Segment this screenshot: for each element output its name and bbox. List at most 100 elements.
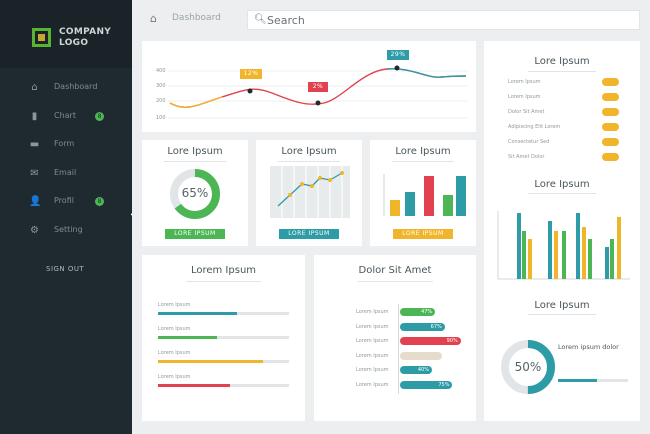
email-icon: ✉	[30, 167, 39, 179]
card-tag-button[interactable]: LORE IPSUM	[165, 229, 225, 239]
list-item-label: Adipiscing Elit Lorem	[508, 124, 561, 130]
progress-track	[158, 312, 289, 315]
main-content: ⌂ Dashboard 🔍︎ Search 400 300 200 100 12…	[132, 0, 650, 434]
chart-point[interactable]	[315, 100, 321, 106]
progress-label: Lorem Ipsum	[158, 374, 191, 380]
home-icon[interactable]: ⌂	[150, 12, 157, 25]
status-badge	[602, 108, 619, 116]
bar-label: Lorem Ipsum	[356, 323, 389, 330]
bar-pill[interactable]: 75%	[400, 380, 453, 389]
progress-fill	[158, 360, 263, 363]
logo-icon	[32, 28, 51, 47]
bar-label: Lorem Ipsum	[356, 338, 389, 344]
y-tick: 400	[156, 68, 166, 74]
home-icon: ⌂	[31, 82, 38, 93]
card-tag-button[interactable]: LORE IPSUM	[279, 229, 339, 239]
status-badge	[602, 78, 619, 86]
sidebar-item-setting[interactable]: ⚙ Setting	[0, 217, 132, 245]
donut-chart-50	[501, 340, 555, 394]
divider	[528, 193, 596, 194]
divider	[528, 71, 596, 72]
donut-card: Lore Ipsum 65% LORE IPSUM	[142, 140, 248, 246]
donut-value: 65%	[181, 186, 209, 200]
sidebar-item-label: Form	[54, 139, 75, 148]
settings-icon: ⚙	[30, 224, 39, 236]
donut-value: 50%	[514, 360, 542, 374]
form-icon: ▬	[29, 139, 40, 150]
progress-card: Lorem Ipsum Lorem Ipsum Lorem Ipsum Lorem …	[142, 255, 305, 421]
callout-badge: 2%	[308, 82, 328, 92]
card-tag-button[interactable]: LORE IPSUM	[393, 229, 453, 239]
status-badge	[602, 153, 619, 161]
bar-pill[interactable]: 40%	[400, 366, 432, 374]
card-title: Lore Ipsum	[167, 146, 223, 157]
mini-bar-chart	[383, 174, 466, 216]
bar-pill[interactable]: 67%	[400, 322, 445, 331]
sign-out-button[interactable]: SIGN OUT	[46, 265, 85, 273]
list-item-label: Dolor Sit Amet	[508, 109, 545, 115]
chart-icon: ▮	[31, 110, 38, 122]
list-item-label: Consectetur Sed	[508, 139, 550, 145]
y-tick: 200	[156, 98, 166, 104]
divider	[392, 161, 454, 162]
chart-point[interactable]	[394, 65, 400, 71]
list-item-label: Lorem Ipsum	[508, 79, 541, 85]
status-badge	[602, 138, 619, 146]
status-badge	[602, 93, 619, 101]
progress-track	[158, 336, 289, 339]
list-item-label: Sit Amet Dolor	[508, 154, 545, 160]
sidebar-item-chart[interactable]: ▮ Chart 8	[0, 103, 132, 131]
sidebar-item-dashboard[interactable]: ⌂ Dashboard	[0, 74, 132, 102]
bar-pill[interactable]: 90%	[400, 337, 461, 345]
callout-badge: 12%	[240, 69, 262, 79]
divider	[358, 281, 433, 282]
sidebar-item-email[interactable]: ✉ Email	[0, 160, 132, 188]
bar-pill[interactable]	[400, 351, 442, 360]
search-input[interactable]: Search	[267, 14, 305, 27]
company-logo[interactable]: COMPANY LOGO	[59, 27, 112, 48]
bar-label: Lorem Ipsum	[356, 367, 389, 373]
divider	[528, 314, 596, 315]
sidebar-item-label: Email	[54, 167, 77, 177]
divider	[186, 281, 261, 282]
grouped-bar-chart	[497, 211, 630, 280]
donut-label: Lorem ipsum dolor	[558, 343, 619, 351]
bar-label: Lorem Ipsum	[356, 352, 389, 359]
card-title: Lore Ipsum	[534, 300, 590, 311]
sidebar-item-profil[interactable]: 👤 Profil 8	[0, 188, 132, 216]
y-tick: 300	[156, 83, 166, 89]
sidebar-item-label: Dashboard	[54, 82, 98, 91]
chart-point[interactable]	[247, 88, 253, 94]
notification-badge: 8	[95, 111, 104, 121]
sidebar-item-label: Profil	[54, 196, 74, 205]
donut-chart	[170, 169, 220, 219]
sidebar: COMPANY LOGO ⌂ Dashboard ▮ Chart 8 ▬ Form ✉ Emai…	[0, 0, 132, 434]
mini-line-card: Lore Ipsum LORE IPSUM	[256, 140, 362, 246]
list-item-label: Lorem Ipsum	[508, 94, 541, 100]
card-title: Lore Ipsum	[534, 56, 590, 67]
callout-badge: 29%	[387, 50, 409, 60]
search-bar[interactable]: 🔍︎ Search	[247, 10, 640, 30]
card-title: Lore Ipsum	[534, 179, 590, 190]
status-badge	[602, 123, 619, 131]
progress-fill	[158, 384, 231, 387]
mini-bars-card: Lore Ipsum LORE IPSUM	[370, 140, 476, 246]
bar-pill[interactable]: 47%	[400, 308, 436, 316]
progress-label: Lorem Ipsum	[158, 326, 191, 332]
breadcrumb[interactable]: Dashboard	[172, 13, 221, 23]
card-title: Lorem Ipsum	[190, 265, 257, 276]
bar-label: Lorem Ipsum	[356, 381, 389, 388]
search-icon: 🔍︎	[254, 14, 267, 25]
mini-line-chart	[270, 166, 350, 218]
y-tick: 100	[156, 115, 166, 121]
sidebar-item-label: Setting	[54, 224, 83, 234]
notification-badge: 8	[95, 197, 104, 206]
logo-area: COMPANY LOGO	[0, 0, 132, 68]
sidebar-item-form[interactable]: ▬ Form	[0, 131, 132, 159]
progress-label: Lorem Ipsum	[158, 302, 191, 308]
line-chart-card: 400 300 200 100 12% 2% 29%	[142, 41, 476, 132]
progress-track	[158, 384, 289, 387]
divider	[278, 161, 340, 162]
card-title: Dolor Sit Amet	[358, 265, 432, 276]
line-chart	[168, 65, 468, 119]
